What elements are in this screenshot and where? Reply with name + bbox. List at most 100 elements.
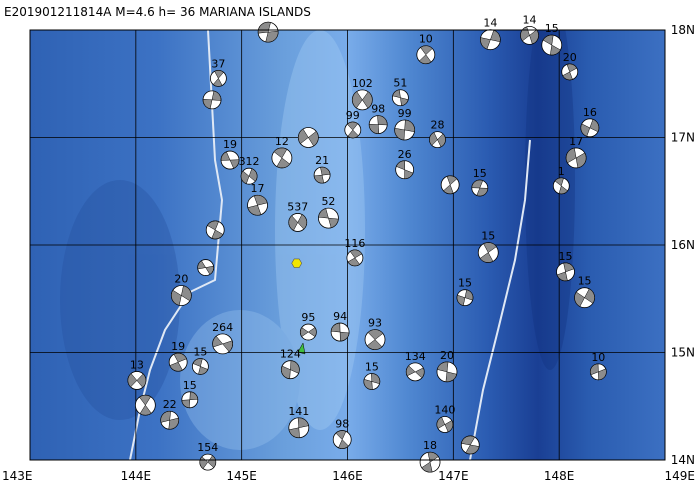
x-tick-label: 147E <box>438 469 469 483</box>
beachball-compression <box>556 262 575 282</box>
focal-mechanism <box>160 410 180 430</box>
depth-label: 20 <box>563 51 577 64</box>
depth-label: 20 <box>440 349 454 362</box>
focal-mechanism <box>240 167 258 185</box>
x-tick-label: 144E <box>121 469 152 483</box>
beachball-compression <box>335 430 349 449</box>
focal-mechanism <box>556 262 575 282</box>
beachball-compression <box>247 195 268 216</box>
focal-mechanism <box>288 213 308 232</box>
depth-label: 26 <box>398 148 412 161</box>
depth-label: 28 <box>430 119 444 132</box>
depth-label: 10 <box>591 351 605 364</box>
focal-mechanism <box>199 453 217 471</box>
beachball-compression <box>542 34 561 56</box>
beachball-compression <box>456 289 474 306</box>
depth-label: 116 <box>344 237 365 250</box>
focal-mechanism <box>288 417 310 439</box>
depth-label: 102 <box>352 77 373 90</box>
beachball-compression <box>471 179 489 197</box>
y-tick-label: 18N <box>671 23 695 37</box>
focal-mechanism <box>589 363 607 381</box>
focal-mechanism <box>477 242 499 263</box>
focal-mechanism <box>134 394 156 416</box>
depth-label: 98 <box>335 418 349 431</box>
beachball-compression <box>318 208 339 229</box>
beachball-compression <box>169 352 187 372</box>
depth-label: 37 <box>211 57 225 70</box>
beachball-compression <box>171 285 192 306</box>
focal-mechanism <box>297 127 319 148</box>
depth-label: 15 <box>578 275 592 288</box>
focal-mechanism <box>257 21 279 43</box>
y-tick-label: 15N <box>671 346 695 360</box>
x-tick-label: 145E <box>226 469 257 483</box>
y-tick-label: 17N <box>671 131 695 145</box>
focal-mechanism <box>419 451 441 473</box>
beachball-compression <box>288 214 308 231</box>
depth-label: 12 <box>275 135 289 148</box>
depth-label: 15 <box>481 230 495 243</box>
beachball-compression <box>346 121 359 139</box>
beachball-compression <box>192 358 209 375</box>
beachball-compression <box>257 21 279 43</box>
depth-label: 134 <box>405 350 426 363</box>
focal-mechanism <box>344 121 362 139</box>
beachball-compression <box>461 435 480 455</box>
focal-mechanism <box>580 118 600 138</box>
focal-mechanism <box>168 352 188 372</box>
focal-mechanism <box>565 147 587 169</box>
depth-label: 264 <box>212 321 233 334</box>
beachball-compression <box>429 132 446 148</box>
depth-label: 94 <box>333 310 347 323</box>
depth-label: 1 <box>558 165 565 178</box>
depth-label: 15 <box>365 361 379 374</box>
beachball-compression <box>590 363 607 381</box>
focal-mechanism <box>313 166 331 184</box>
depth-label: 19 <box>223 138 237 151</box>
beachball-compression <box>181 391 199 409</box>
focal-mechanism <box>280 360 300 380</box>
depth-label: 22 <box>163 398 177 411</box>
beachball-compression <box>300 327 317 337</box>
beachball-compression <box>366 329 384 350</box>
beachball-compression <box>160 411 179 430</box>
beachball-compression <box>405 365 425 379</box>
focal-mechanism <box>460 435 480 455</box>
beachball-compression <box>273 147 291 169</box>
depth-label: 20 <box>174 273 188 286</box>
focal-mechanism <box>318 207 339 229</box>
depth-label: 15 <box>473 167 487 180</box>
focal-mechanism <box>209 69 227 87</box>
focal-mechanism <box>205 220 225 240</box>
beachball-compression <box>330 322 350 342</box>
beachball-compression <box>220 151 240 169</box>
focal-mechanism <box>368 115 388 134</box>
focal-mechanism <box>561 63 579 81</box>
depth-label: 13 <box>130 358 144 371</box>
focal-mechanism <box>440 175 460 195</box>
focal-mechanism <box>191 358 209 375</box>
beachball-compression <box>479 242 497 263</box>
beachball-compression <box>199 455 217 469</box>
focal-mechanism <box>436 361 458 383</box>
beachball-compression <box>394 119 415 141</box>
focal-mechanism <box>520 25 539 45</box>
depth-label: 17 <box>569 135 583 148</box>
x-tick-label: 149E <box>665 469 696 483</box>
beachball-compression <box>207 220 224 240</box>
focal-mechanism <box>552 177 570 195</box>
beachball-compression <box>139 394 152 416</box>
beachball-compression <box>202 90 222 109</box>
depth-label: 141 <box>288 405 309 418</box>
beachball-compression <box>240 168 258 185</box>
focal-mechanism <box>351 89 373 111</box>
beachball-compression <box>574 288 595 307</box>
beachball-compression <box>554 177 568 195</box>
y-tick-label: 16N <box>671 238 695 252</box>
focal-mechanism <box>471 179 489 197</box>
beachball-compression <box>363 373 381 390</box>
focal-mechanism <box>364 329 386 351</box>
